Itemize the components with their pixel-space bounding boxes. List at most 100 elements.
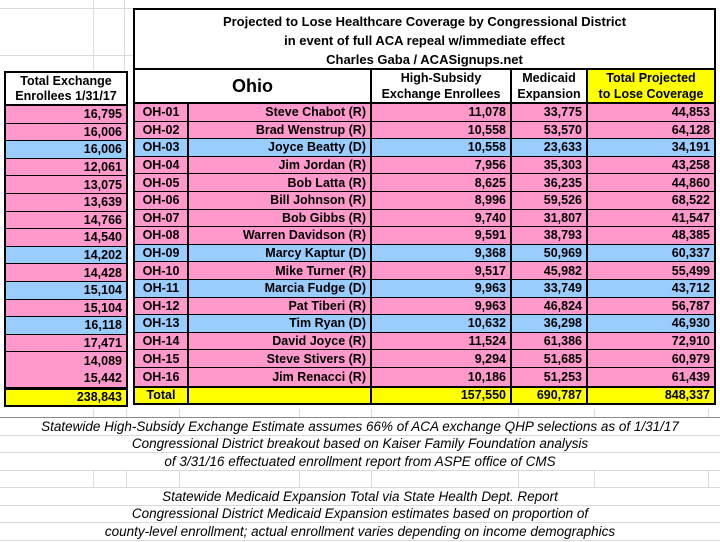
- high-subsidy-cell[interactable]: 9,740: [370, 209, 510, 227]
- total-name-spacer-cell[interactable]: [187, 387, 370, 403]
- medicaid-cell[interactable]: 51,685: [510, 350, 586, 367]
- high-subsidy-cell[interactable]: 9,294: [370, 350, 510, 367]
- high-subsidy-cell[interactable]: 11,524: [370, 332, 510, 350]
- representative-name-cell[interactable]: Marcy Kaptur (D): [187, 244, 370, 262]
- total-label-cell[interactable]: Total: [135, 387, 187, 403]
- total-cell[interactable]: 68,522: [586, 191, 714, 209]
- medicaid-cell[interactable]: 61,386: [510, 332, 586, 350]
- medicaid-cell[interactable]: 59,526: [510, 191, 586, 209]
- representative-name-cell[interactable]: Joyce Beatty (D): [187, 139, 370, 156]
- high-subsidy-cell[interactable]: 7,956: [370, 156, 510, 174]
- representative-name-cell[interactable]: Pat Tiberi (R): [187, 297, 370, 315]
- high-subsidy-cell[interactable]: 8,996: [370, 191, 510, 209]
- exchange-enrollees-cell[interactable]: 15,104: [6, 281, 126, 300]
- high-subsidy-cell[interactable]: 9,368: [370, 244, 510, 262]
- footnote-line[interactable]: Congressional District Medicaid Expansio…: [0, 505, 720, 523]
- representative-name-cell[interactable]: Bob Latta (R): [187, 174, 370, 191]
- footnote-line[interactable]: Congressional District breakout based on…: [0, 435, 720, 453]
- exchange-enrollees-cell[interactable]: 12,061: [6, 158, 126, 177]
- medicaid-header-cell[interactable]: Medicaid Expansion: [510, 70, 586, 102]
- total-cell[interactable]: 44,860: [586, 174, 714, 191]
- total-cell[interactable]: 64,128: [586, 121, 714, 139]
- high-subsidy-cell[interactable]: 9,963: [370, 279, 510, 297]
- total-high-subsidy-cell[interactable]: 157,550: [370, 387, 510, 403]
- representative-name-cell[interactable]: Bob Gibbs (R): [187, 209, 370, 227]
- medicaid-cell[interactable]: 45,982: [510, 262, 586, 279]
- representative-name-cell[interactable]: Marcia Fudge (D): [187, 279, 370, 297]
- total-cell[interactable]: 34,191: [586, 139, 714, 156]
- total-cell[interactable]: 60,337: [586, 244, 714, 262]
- district-cell[interactable]: OH-04: [135, 156, 187, 174]
- exchange-enrollees-cell[interactable]: 14,428: [6, 264, 126, 282]
- district-cell[interactable]: OH-02: [135, 121, 187, 139]
- exchange-enrollees-cell[interactable]: 16,118: [6, 317, 126, 335]
- exchange-enrollees-cell[interactable]: 14,540: [6, 229, 126, 247]
- district-cell[interactable]: OH-03: [135, 139, 187, 156]
- high-subsidy-cell[interactable]: 10,558: [370, 139, 510, 156]
- district-cell[interactable]: OH-14: [135, 332, 187, 350]
- exchange-enrollees-cell[interactable]: 13,639: [6, 193, 126, 212]
- total-cell[interactable]: 48,385: [586, 227, 714, 244]
- district-cell[interactable]: OH-01: [135, 104, 187, 121]
- total-medicaid-cell[interactable]: 690,787: [510, 387, 586, 403]
- total-cell[interactable]: 44,853: [586, 104, 714, 121]
- representative-name-cell[interactable]: Warren Davidson (R): [187, 227, 370, 244]
- medicaid-cell[interactable]: 51,253: [510, 367, 586, 386]
- total-cell[interactable]: 61,439: [586, 367, 714, 386]
- footnote-line[interactable]: county-level enrollment; actual enrollme…: [0, 523, 720, 541]
- high-subsidy-cell[interactable]: 10,632: [370, 315, 510, 332]
- district-cell[interactable]: OH-07: [135, 209, 187, 227]
- total-cell[interactable]: 46,930: [586, 315, 714, 332]
- exchange-enrollees-cell[interactable]: 16,795: [6, 106, 126, 124]
- district-cell[interactable]: OH-10: [135, 262, 187, 279]
- exchange-enrollees-cell[interactable]: 15,442: [6, 369, 126, 388]
- high-subsidy-cell[interactable]: 8,625: [370, 174, 510, 191]
- medicaid-cell[interactable]: 35,303: [510, 156, 586, 174]
- exchange-enrollees-header-cell[interactable]: Total Exchange Enrollees 1/31/17: [6, 73, 126, 106]
- medicaid-cell[interactable]: 36,298: [510, 315, 586, 332]
- total-cell[interactable]: 55,499: [586, 262, 714, 279]
- high-subsidy-cell[interactable]: 9,517: [370, 262, 510, 279]
- total-projected-header-cell[interactable]: Total Projected to Lose Coverage: [586, 70, 714, 102]
- medicaid-cell[interactable]: 23,633: [510, 139, 586, 156]
- medicaid-cell[interactable]: 38,793: [510, 227, 586, 244]
- district-cell[interactable]: OH-05: [135, 174, 187, 191]
- medicaid-cell[interactable]: 33,775: [510, 104, 586, 121]
- medicaid-cell[interactable]: 46,824: [510, 297, 586, 315]
- exchange-enrollees-cell[interactable]: 15,104: [6, 299, 126, 318]
- district-cell[interactable]: OH-13: [135, 315, 187, 332]
- total-cell[interactable]: 72,910: [586, 332, 714, 350]
- medicaid-cell[interactable]: 31,807: [510, 209, 586, 227]
- total-cell[interactable]: 60,979: [586, 350, 714, 367]
- total-cell[interactable]: 43,258: [586, 156, 714, 174]
- high-subsidy-header-cell[interactable]: High-Subsidy Exchange Enrollees: [370, 70, 510, 102]
- district-cell[interactable]: OH-12: [135, 297, 187, 315]
- exchange-enrollees-total-cell[interactable]: 238,843: [6, 387, 126, 405]
- footnote-line[interactable]: of 3/31/16 effectuated enrollment report…: [0, 453, 720, 471]
- total-projected-cell[interactable]: 848,337: [586, 387, 714, 403]
- exchange-enrollees-cell[interactable]: 13,075: [6, 176, 126, 194]
- district-cell[interactable]: OH-11: [135, 279, 187, 297]
- high-subsidy-cell[interactable]: 10,558: [370, 121, 510, 139]
- total-cell[interactable]: 41,547: [586, 209, 714, 227]
- exchange-enrollees-cell[interactable]: 14,089: [6, 352, 126, 370]
- high-subsidy-cell[interactable]: 9,963: [370, 297, 510, 315]
- district-cell[interactable]: OH-16: [135, 367, 187, 386]
- total-cell[interactable]: 43,712: [586, 279, 714, 297]
- district-cell[interactable]: OH-15: [135, 350, 187, 367]
- high-subsidy-cell[interactable]: 10,186: [370, 367, 510, 386]
- total-cell[interactable]: 56,787: [586, 297, 714, 315]
- high-subsidy-cell[interactable]: 11,078: [370, 104, 510, 121]
- exchange-enrollees-cell[interactable]: 17,471: [6, 334, 126, 353]
- exchange-enrollees-cell[interactable]: 16,006: [6, 141, 126, 159]
- medicaid-cell[interactable]: 33,749: [510, 279, 586, 297]
- representative-name-cell[interactable]: Jim Jordan (R): [187, 156, 370, 174]
- district-cell[interactable]: OH-06: [135, 191, 187, 209]
- district-cell[interactable]: OH-09: [135, 244, 187, 262]
- representative-name-cell[interactable]: Mike Turner (R): [187, 262, 370, 279]
- exchange-enrollees-cell[interactable]: 14,202: [6, 246, 126, 265]
- medicaid-cell[interactable]: 36,235: [510, 174, 586, 191]
- representative-name-cell[interactable]: Brad Wenstrup (R): [187, 121, 370, 139]
- representative-name-cell[interactable]: Bill Johnson (R): [187, 191, 370, 209]
- representative-name-cell[interactable]: David Joyce (R): [187, 332, 370, 350]
